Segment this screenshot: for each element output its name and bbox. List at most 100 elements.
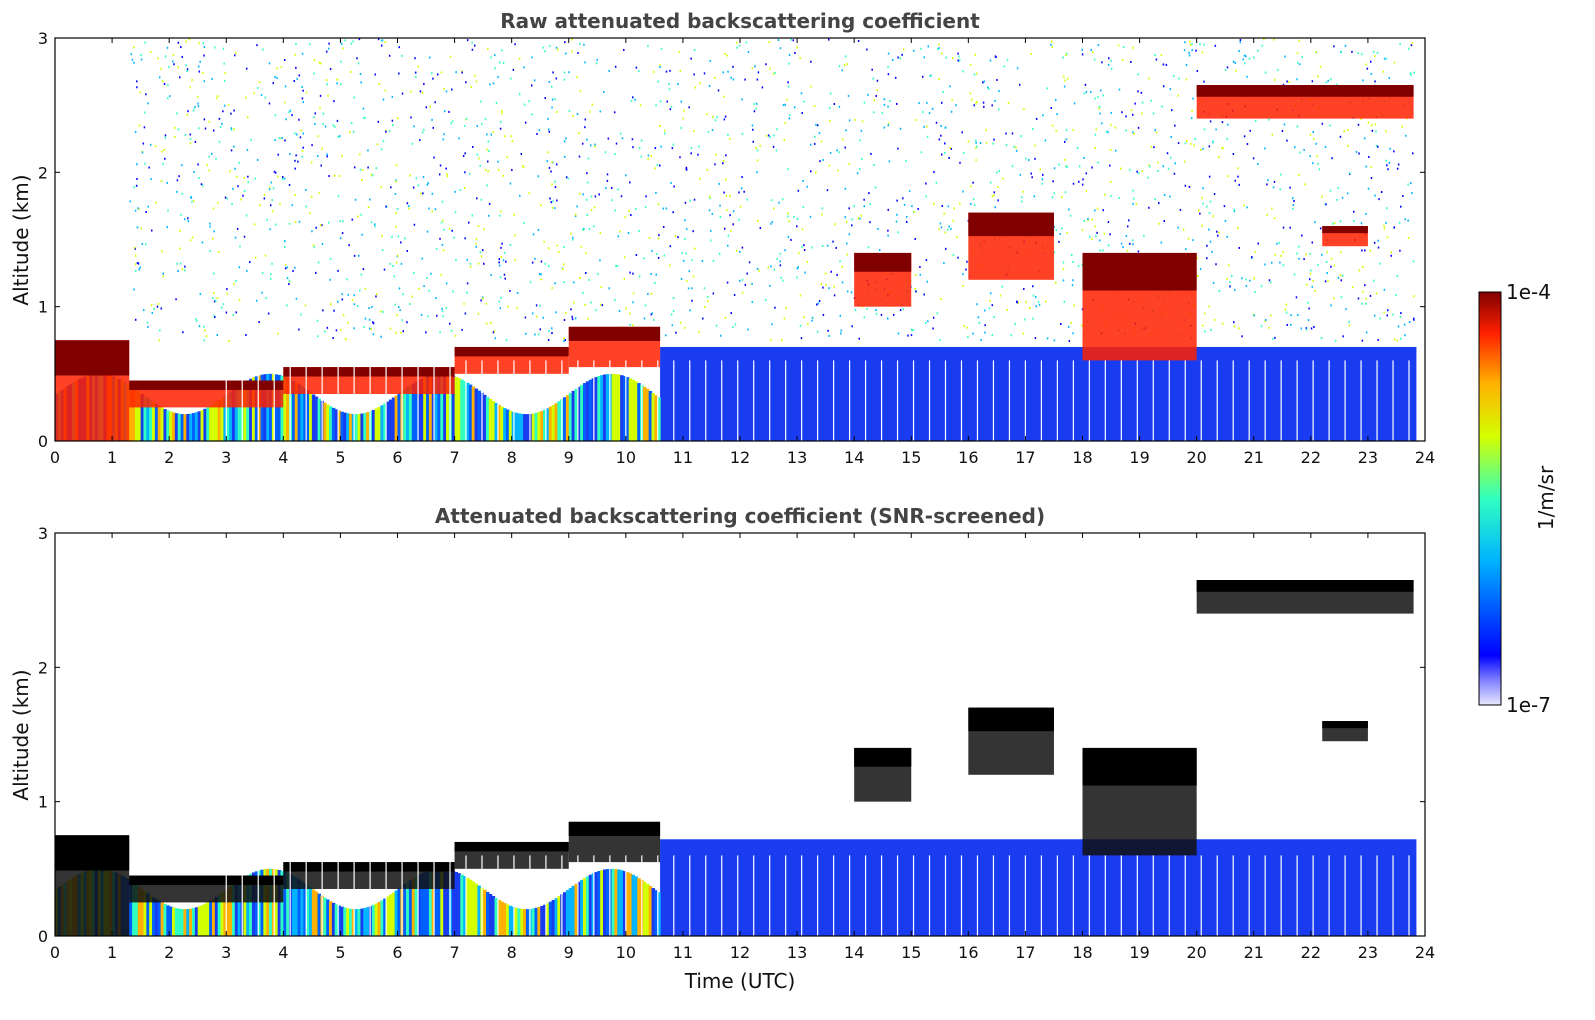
x-tick-label: 18 bbox=[1072, 448, 1092, 467]
noise-pixel bbox=[692, 230, 694, 233]
noise-pixel bbox=[682, 259, 685, 262]
noise-pixel bbox=[756, 149, 759, 152]
noise-pixel bbox=[668, 88, 671, 91]
noise-pixel bbox=[706, 113, 708, 116]
noise-pixel bbox=[389, 327, 392, 330]
noise-pixel bbox=[933, 171, 935, 174]
noise-pixel bbox=[976, 72, 978, 75]
noise-pixel bbox=[1093, 58, 1096, 61]
noise-pixel bbox=[396, 208, 399, 211]
noise-pixel bbox=[797, 252, 800, 255]
noise-pixel bbox=[1215, 128, 1217, 131]
noise-pixel bbox=[555, 77, 558, 80]
noise-pixel bbox=[1045, 300, 1047, 303]
noise-pixel bbox=[1348, 324, 1351, 327]
noise-pixel bbox=[382, 98, 385, 101]
noise-pixel bbox=[539, 304, 541, 307]
noise-pixel bbox=[1279, 188, 1281, 191]
noise-pixel bbox=[499, 307, 502, 310]
x-tick-label: 12 bbox=[730, 448, 750, 467]
noise-pixel bbox=[1369, 294, 1372, 297]
noise-pixel bbox=[756, 267, 759, 270]
noise-pixel bbox=[461, 70, 463, 73]
noise-pixel bbox=[370, 173, 373, 176]
noise-pixel bbox=[828, 164, 831, 167]
column-cell bbox=[494, 897, 498, 936]
noise-pixel bbox=[567, 177, 569, 180]
column-cell bbox=[446, 374, 450, 441]
noise-pixel bbox=[233, 109, 235, 112]
noise-pixel bbox=[844, 55, 847, 58]
noise-pixel bbox=[822, 159, 824, 162]
noise-pixel bbox=[738, 279, 741, 282]
noise-pixel bbox=[512, 68, 515, 71]
noise-pixel bbox=[268, 188, 271, 191]
noise-pixel bbox=[395, 225, 397, 228]
noise-pixel bbox=[829, 106, 831, 109]
noise-pixel bbox=[243, 176, 245, 179]
noise-pixel bbox=[1059, 232, 1062, 235]
noise-pixel bbox=[139, 91, 142, 94]
noise-pixel bbox=[368, 318, 371, 321]
noise-pixel bbox=[1083, 92, 1086, 95]
column-cell bbox=[194, 907, 199, 936]
noise-pixel bbox=[1063, 85, 1066, 88]
column-cell bbox=[637, 878, 641, 936]
column-cell bbox=[391, 397, 396, 441]
noise-pixel bbox=[973, 104, 975, 107]
noise-pixel bbox=[979, 142, 982, 145]
noise-pixel bbox=[989, 292, 992, 295]
noise-pixel bbox=[134, 209, 137, 212]
noise-pixel bbox=[1210, 328, 1212, 331]
noise-pixel bbox=[1348, 171, 1351, 174]
noise-pixel bbox=[227, 103, 230, 106]
noise-pixel bbox=[399, 309, 401, 312]
noise-pixel bbox=[270, 181, 273, 184]
column-cell bbox=[360, 908, 364, 936]
column-cell bbox=[520, 413, 524, 441]
noise-pixel bbox=[888, 160, 891, 163]
noise-pixel bbox=[356, 57, 358, 60]
noise-pixel bbox=[194, 140, 197, 143]
noise-pixel bbox=[288, 283, 290, 286]
noise-pixel bbox=[663, 132, 666, 135]
noise-pixel bbox=[551, 85, 553, 88]
column-cell bbox=[397, 393, 401, 441]
noise-pixel bbox=[445, 307, 448, 310]
noise-pixel bbox=[246, 148, 249, 151]
noise-pixel bbox=[1077, 264, 1080, 267]
noise-pixel bbox=[883, 98, 886, 101]
noise-pixel bbox=[1235, 69, 1238, 72]
noise-pixel bbox=[688, 106, 690, 109]
noise-pixel bbox=[754, 65, 756, 68]
noise-pixel bbox=[483, 228, 485, 231]
noise-pixel bbox=[619, 230, 621, 233]
noise-pixel bbox=[584, 126, 586, 129]
x-tick-label: 23 bbox=[1358, 943, 1378, 962]
column-cell bbox=[146, 398, 150, 441]
noise-pixel bbox=[576, 205, 578, 208]
x-tick-label: 4 bbox=[278, 943, 288, 962]
noise-pixel bbox=[873, 99, 876, 102]
noise-pixel bbox=[841, 265, 843, 268]
noise-pixel bbox=[724, 53, 726, 56]
noise-pixel bbox=[1094, 146, 1096, 149]
noise-pixel bbox=[1400, 337, 1402, 340]
noise-pixel bbox=[1386, 164, 1388, 167]
noise-pixel bbox=[653, 70, 655, 73]
noise-pixel bbox=[499, 121, 502, 124]
colorbar-max-label: 1e-4 bbox=[1506, 280, 1551, 304]
noise-pixel bbox=[439, 331, 441, 334]
noise-pixel bbox=[1334, 222, 1336, 225]
noise-pixel bbox=[1034, 337, 1037, 340]
noise-pixel bbox=[1204, 330, 1206, 333]
noise-pixel bbox=[520, 152, 523, 155]
noise-pixel bbox=[282, 176, 284, 179]
noise-pixel bbox=[476, 197, 478, 200]
noise-pixel bbox=[1177, 226, 1179, 229]
column-cell bbox=[163, 904, 167, 936]
noise-pixel bbox=[218, 117, 221, 120]
noise-pixel bbox=[1131, 239, 1134, 242]
noise-pixel bbox=[836, 149, 838, 152]
column-cell bbox=[243, 381, 247, 441]
